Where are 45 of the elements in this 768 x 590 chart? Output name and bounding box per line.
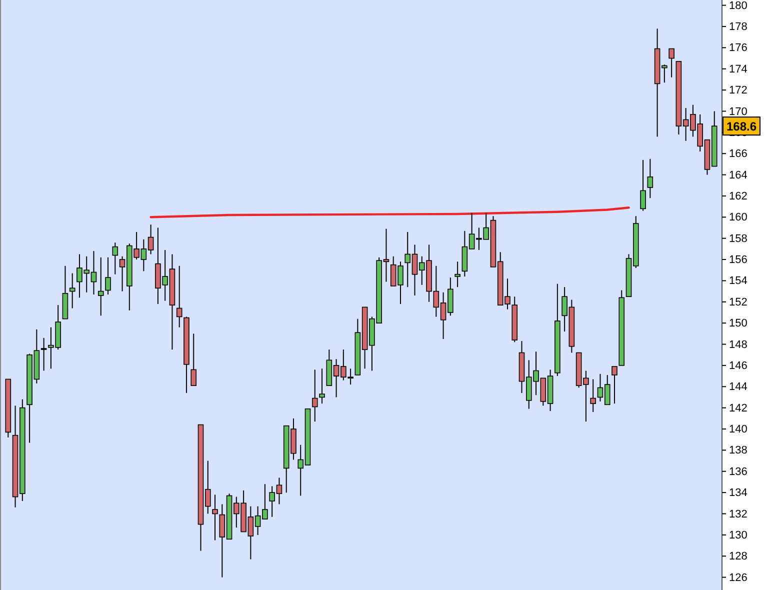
- y-tick-label: 132: [729, 508, 748, 520]
- candlestick: [312, 369, 318, 422]
- y-tick-label: 172: [729, 84, 748, 97]
- y-tick-label: 146: [729, 360, 748, 372]
- candlestick: [69, 272, 76, 309]
- y-tick-label: 142: [729, 402, 748, 414]
- y-tick-label: 134: [729, 487, 748, 500]
- y-tick-label: 170: [729, 106, 748, 118]
- y-tick-label: 140: [729, 424, 748, 436]
- candlestick: [40, 337, 47, 372]
- candlestick: [105, 256, 111, 295]
- y-tick-label: 158: [729, 232, 748, 245]
- annotation: 168.6: [726, 120, 757, 134]
- candlestick: [212, 494, 218, 541]
- candlestick: [176, 265, 182, 328]
- line-series: [150, 206, 630, 218]
- candlestick: [640, 159, 646, 212]
- y-tick-label: 154: [729, 275, 748, 288]
- y-tick-label: 128: [729, 550, 748, 563]
- y-tick-label: 138: [729, 444, 748, 457]
- candlestick: [647, 158, 654, 199]
- y-tick-label: 180: [729, 0, 748, 12]
- y-tick-label: 166: [729, 148, 748, 160]
- candlestick: [590, 378, 596, 413]
- y-tick-label: 136: [729, 466, 748, 478]
- candlestick: [98, 256, 104, 316]
- y-tick-label: 162: [729, 190, 748, 202]
- y-tick-label: 152: [729, 296, 748, 308]
- y-tick-label: 130: [729, 529, 748, 542]
- y-tick-label: 148: [729, 338, 748, 351]
- candlestick: [454, 261, 460, 288]
- y-tick-label: 126: [729, 572, 748, 584]
- candlestick: [112, 242, 118, 275]
- y-tick-label: 160: [729, 212, 748, 224]
- y-tick-label: 178: [729, 21, 748, 33]
- candlestick: [190, 333, 197, 386]
- y-tick-label: 176: [729, 42, 748, 54]
- y-tick-label: 144: [729, 381, 748, 394]
- y-tick-label: 164: [729, 169, 748, 182]
- y-tick-label: 174: [729, 63, 748, 76]
- candlestick: [668, 48, 674, 78]
- candlestick: [612, 366, 618, 404]
- y-tick-label: 156: [729, 254, 748, 266]
- y-tick-label: 150: [729, 318, 748, 330]
- candlestick: [319, 368, 325, 404]
